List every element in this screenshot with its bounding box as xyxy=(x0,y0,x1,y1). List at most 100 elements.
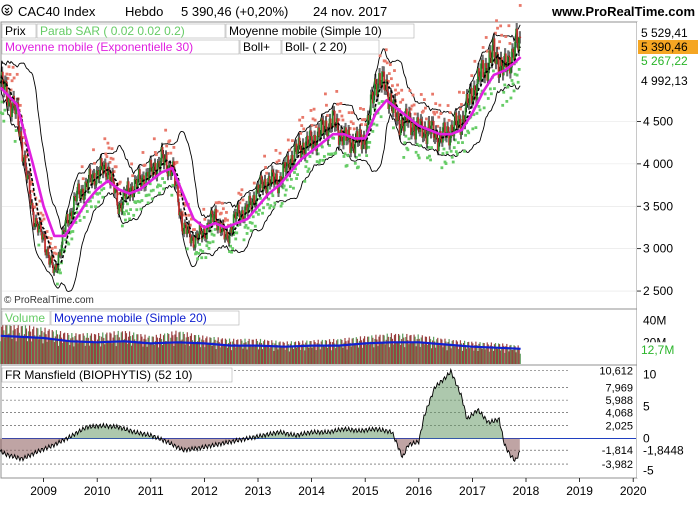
candle-body xyxy=(151,167,154,176)
sar-dot xyxy=(33,205,37,209)
sar-dot xyxy=(440,166,444,170)
sar-dot xyxy=(342,155,346,158)
volume-bar xyxy=(204,347,206,364)
volume-bar xyxy=(474,345,476,364)
volume-bar xyxy=(0,341,2,364)
volume-bar xyxy=(489,345,491,364)
volume-bar xyxy=(354,343,356,364)
price2-legend-item[interactable]: Moyenne mobile (Exponentielle 30) xyxy=(5,40,193,54)
sar-dot xyxy=(450,155,454,159)
volume-bar xyxy=(242,348,244,364)
volume-bar xyxy=(357,347,359,364)
volume-bar xyxy=(425,336,428,364)
price-legend-item[interactable]: Prix xyxy=(5,24,26,38)
sar-dot xyxy=(131,174,135,178)
candle-body xyxy=(216,222,219,231)
header-date: 24 nov. 2017 xyxy=(313,4,387,19)
candle-body xyxy=(296,149,299,155)
volume-bar xyxy=(463,340,466,364)
sar-dot xyxy=(171,183,175,187)
candle-body xyxy=(264,178,267,190)
candle-body xyxy=(455,112,458,126)
sar-dot xyxy=(442,147,446,151)
sar-dot xyxy=(146,201,150,205)
candle-body xyxy=(71,211,74,220)
price-legend-item[interactable]: Moyenne mobile (Simple 10) xyxy=(229,24,382,38)
volume-bar xyxy=(336,340,338,364)
sar-dot xyxy=(291,139,294,143)
header-site[interactable]: www.ProRealTime.com xyxy=(551,4,695,19)
volume-bar xyxy=(215,349,217,364)
volume-bar xyxy=(54,336,56,364)
candle-body xyxy=(256,184,259,191)
candle-body xyxy=(266,181,269,195)
sar-dot xyxy=(449,149,453,153)
volume-legend-item[interactable]: Moyenne mobile (Simple 20) xyxy=(54,311,207,325)
volume-bar xyxy=(392,344,395,364)
sar-dot xyxy=(499,24,503,28)
volume-bar xyxy=(485,347,487,364)
price2-legend-item[interactable]: Boll+ xyxy=(243,40,270,54)
sar-dot xyxy=(411,93,415,97)
candle-body xyxy=(247,207,250,214)
candle-body xyxy=(46,249,49,256)
volume-bar xyxy=(13,323,15,364)
sar-dot xyxy=(217,200,221,204)
mansfield-positive-area xyxy=(0,369,520,439)
price2-legend-item[interactable]: Boll- ( 2 20) xyxy=(285,40,347,54)
candle-body xyxy=(413,121,415,132)
sar-dot xyxy=(304,165,308,169)
volume-bar xyxy=(480,347,482,364)
volume-bar xyxy=(247,341,249,364)
volume-bar xyxy=(88,345,90,364)
volume-bar xyxy=(251,339,253,364)
volume-bar xyxy=(308,347,310,364)
sar-dot xyxy=(85,210,89,213)
volume-bar xyxy=(243,342,245,364)
volume-bar xyxy=(288,351,290,364)
volume-bar xyxy=(492,350,495,364)
volume-bar xyxy=(267,340,269,364)
volume-bar xyxy=(15,341,17,364)
candle-body xyxy=(356,131,359,143)
volume-legend-item[interactable]: Volume xyxy=(5,311,45,325)
volume-bar xyxy=(140,334,142,364)
sar-dot xyxy=(92,148,95,152)
volume-bar xyxy=(17,324,19,364)
volume-bar xyxy=(122,340,124,364)
sar-dot xyxy=(166,152,170,155)
volume-bar xyxy=(325,340,328,364)
volume-bar xyxy=(89,335,91,364)
volume-bar xyxy=(380,341,382,364)
sar-dot xyxy=(426,156,429,160)
sar-dot xyxy=(197,252,201,255)
volume-bar xyxy=(206,336,208,364)
sar-dot xyxy=(245,232,249,235)
volume-bar xyxy=(360,340,363,364)
volume-bar xyxy=(180,340,182,364)
sar-dot xyxy=(348,127,352,130)
candle-body xyxy=(476,83,478,100)
volume-bar xyxy=(326,347,329,364)
candle-body xyxy=(297,137,300,150)
candle-body xyxy=(4,80,7,82)
candle-body xyxy=(355,131,358,138)
sar-dot xyxy=(208,241,212,245)
volume-bar xyxy=(363,336,366,364)
volume-bar xyxy=(359,336,362,364)
candle-body xyxy=(304,141,307,158)
volume-bar xyxy=(468,341,470,364)
candle-body xyxy=(109,171,111,185)
sar-dot xyxy=(25,155,28,159)
sar-dot xyxy=(372,122,376,126)
mansfield-legend-item[interactable]: FR Mansfield (BIOPHYTIS) (52 10) xyxy=(5,368,192,382)
sar-dot xyxy=(204,256,208,260)
volume-bar xyxy=(501,347,503,364)
volume-bar xyxy=(376,339,378,364)
price-legend-item[interactable]: Parab SAR ( 0.02 0.02 0.2) xyxy=(40,24,185,38)
volume-bar xyxy=(51,330,53,364)
sar-dot xyxy=(138,200,142,204)
candle-body xyxy=(348,129,351,139)
year-label: 2013 xyxy=(245,484,272,498)
candle-body xyxy=(33,226,36,228)
